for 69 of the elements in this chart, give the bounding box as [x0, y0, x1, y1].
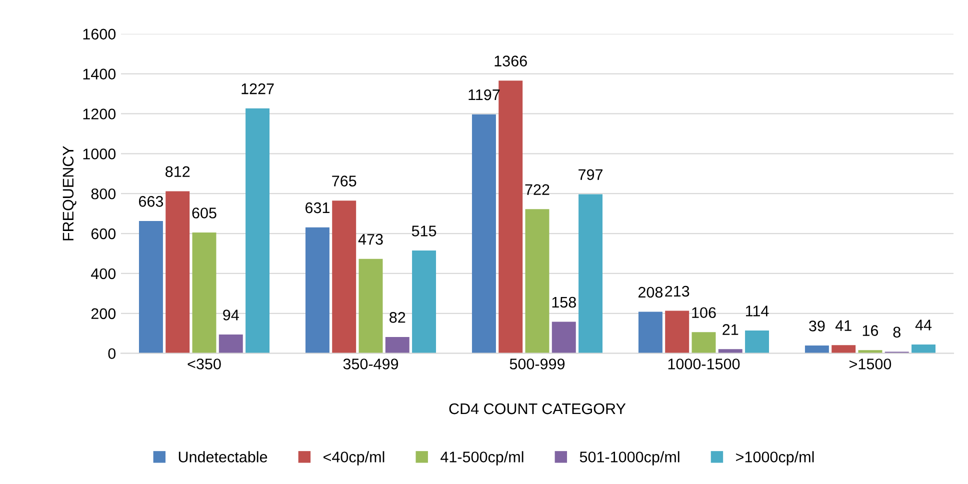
legend-label: <40cp/ml: [324, 451, 384, 466]
bar: [246, 108, 270, 354]
data-label: 797: [578, 169, 602, 180]
bar: [745, 330, 769, 354]
data-label: 16: [862, 325, 878, 336]
data-label: 94: [223, 310, 239, 320]
data-label: 39: [809, 320, 825, 332]
bar: [192, 232, 216, 354]
data-label: 515: [412, 226, 436, 236]
bar: [332, 200, 356, 354]
bar: [804, 346, 829, 354]
data-label: 765: [332, 176, 356, 186]
data-label: 208: [638, 286, 663, 298]
bar: [638, 312, 662, 354]
y-tick-label: 0: [108, 348, 116, 360]
bar: [858, 350, 882, 354]
data-label: 158: [552, 296, 576, 308]
data-label: 1366: [494, 56, 527, 66]
data-label: 722: [525, 184, 550, 195]
y-axis-title: FREQUENCY: [62, 146, 76, 240]
data-label: 605: [192, 208, 216, 218]
bar: [498, 80, 523, 354]
bar: [166, 191, 190, 354]
x-tick-label: >1500: [850, 358, 892, 370]
x-tick-label: 350-499: [343, 358, 398, 370]
legend-label: >1000cp/ml: [736, 451, 814, 466]
bar: [578, 194, 603, 354]
y-tick-label: 200: [91, 308, 116, 320]
bar: [138, 220, 163, 354]
data-label: 812: [166, 166, 190, 178]
bar: [218, 334, 243, 354]
data-label: 631: [305, 202, 330, 214]
data-label: 41: [835, 320, 852, 331]
legend-label: 41-500cp/ml: [440, 451, 524, 466]
bar: [718, 349, 742, 354]
data-label: 473: [358, 234, 383, 245]
data-label: 663: [139, 196, 164, 207]
bar: [385, 336, 410, 354]
data-label: 44: [915, 320, 932, 330]
bar: [692, 332, 716, 354]
data-label: 106: [692, 307, 716, 318]
bar: [665, 310, 690, 354]
data-label: 114: [746, 306, 769, 316]
x-tick-label: <350: [188, 358, 221, 370]
data-label: 82: [390, 312, 406, 323]
bar: [552, 322, 576, 354]
x-axis-title: CD4 COUNT CATEGORY: [449, 403, 626, 414]
data-label: 21: [722, 324, 738, 335]
y-tick-label: 1000: [83, 148, 116, 160]
data-label: 213: [665, 286, 690, 297]
bar: [412, 250, 436, 354]
y-tick-label: 1600: [83, 28, 116, 40]
y-tick-label: 800: [91, 188, 116, 200]
bar: [472, 114, 496, 354]
legend-label: 501-1000cp/ml: [580, 451, 680, 466]
y-tick-label: 1200: [83, 108, 116, 120]
bar: [832, 345, 856, 354]
legend-label: Undetectable: [178, 451, 268, 462]
data-label: 1227: [242, 83, 274, 94]
y-tick-label: 600: [91, 228, 116, 240]
data-label: 8: [893, 326, 900, 338]
x-tick-label: 500-999: [510, 358, 565, 370]
bar: [912, 344, 936, 354]
bar: [358, 258, 383, 354]
bar: [305, 227, 330, 354]
bar: [525, 209, 550, 354]
y-tick-label: 400: [91, 268, 116, 280]
x-tick-label: 1000-1500: [668, 358, 740, 370]
y-tick-label: 1400: [83, 68, 116, 80]
